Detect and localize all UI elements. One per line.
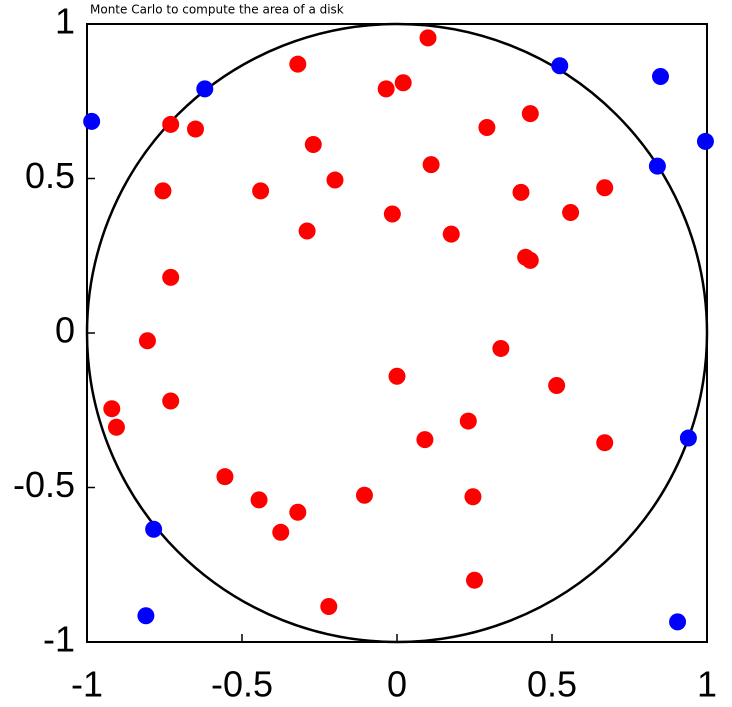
point [478,119,496,137]
point [669,613,687,631]
point [326,171,344,189]
point [162,115,180,133]
point [145,520,163,538]
point [596,434,614,452]
x-tick-label: 1 [697,664,717,705]
point [394,74,412,92]
point [154,182,172,200]
point [679,429,697,447]
plot-frame [86,23,708,643]
point [216,468,234,486]
y-tick-label: -0.5 [13,464,75,505]
point [355,486,373,504]
point [320,597,338,615]
point [187,120,204,138]
point [442,225,460,243]
point [648,157,666,175]
point [383,205,401,223]
point [162,392,180,410]
point [377,80,395,98]
point [304,136,322,154]
x-tick-label: -0.5 [211,664,273,705]
point [252,182,270,200]
point [466,571,483,589]
point [138,332,156,350]
point [289,55,307,73]
point [83,112,101,130]
point [521,105,539,123]
point [162,268,180,286]
y-tick-label: 0.5 [25,155,75,196]
point [103,400,121,418]
point [416,431,434,449]
point [562,203,580,221]
chart-title: Monte Carlo to compute the area of a dis… [90,3,344,17]
point [388,367,406,385]
point [107,418,125,436]
point [196,80,214,98]
point [289,503,307,521]
point [696,132,714,150]
unit-circle [85,22,709,644]
point [137,607,155,625]
point [459,412,477,430]
point [652,68,669,86]
point [250,491,268,509]
point [551,57,569,75]
point [272,523,290,541]
x-tick-label: 0.5 [527,664,577,705]
point [521,251,539,269]
point [512,183,530,201]
y-tick-label: -1 [43,619,75,660]
point [464,488,482,506]
point [298,222,316,240]
x-tick-label: 0 [387,664,407,705]
point [492,339,510,357]
point [596,179,614,197]
point [419,29,437,47]
y-tick-label: 1 [55,1,75,42]
point [422,156,440,174]
y-tick-label: 0 [55,310,75,351]
point [548,377,566,395]
x-tick-label: -1 [71,664,103,705]
